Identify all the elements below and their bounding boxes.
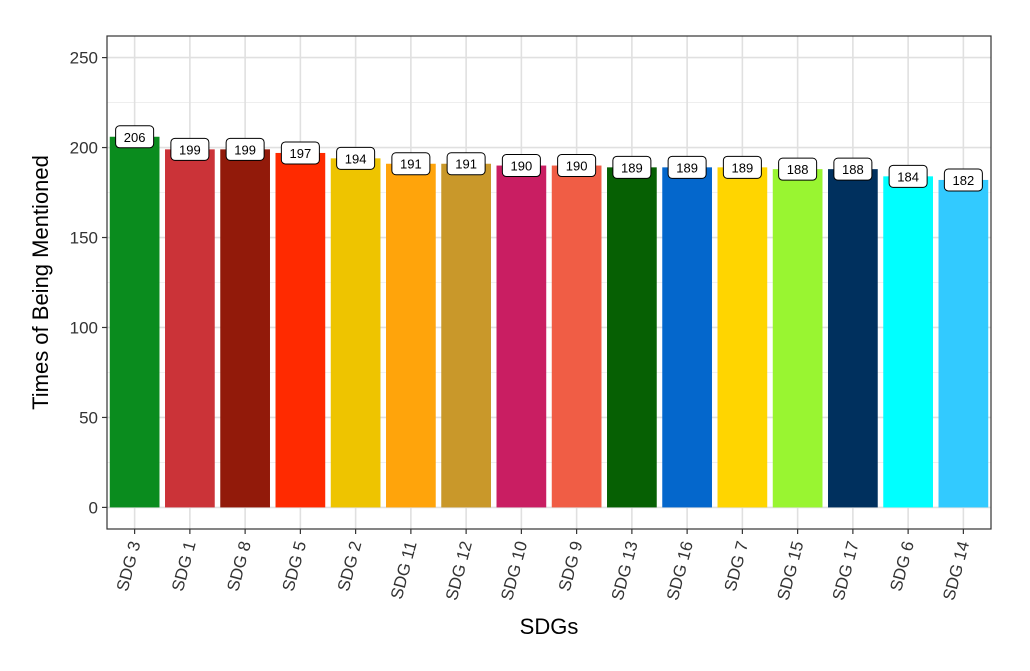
data-label: 190 bbox=[511, 159, 533, 174]
bar bbox=[275, 152, 326, 508]
data-label-box bbox=[612, 155, 652, 179]
bar bbox=[883, 176, 933, 508]
y-tick-label: 50 bbox=[79, 408, 98, 427]
data-label-box bbox=[888, 164, 928, 188]
data-label: 206 bbox=[124, 130, 146, 145]
data-label: 199 bbox=[179, 142, 201, 157]
bars-group bbox=[109, 136, 989, 508]
data-label-box bbox=[722, 155, 762, 179]
y-axis: 0 50 100 150 200 250 bbox=[70, 49, 107, 517]
bar bbox=[109, 136, 160, 508]
bar bbox=[828, 169, 878, 508]
bar bbox=[662, 167, 712, 508]
x-axis-title: SDGs bbox=[520, 614, 579, 639]
data-labels-group: 206 199 199 197 194 191 191 190 190 189 189 189 188 1… bbox=[115, 125, 983, 192]
data-label-box bbox=[170, 137, 210, 161]
data-label-box bbox=[225, 137, 265, 161]
y-tick-label: 100 bbox=[70, 318, 98, 337]
data-label: 191 bbox=[400, 157, 422, 172]
bar bbox=[607, 167, 657, 508]
plot-panel-border bbox=[106, 35, 992, 530]
bar bbox=[330, 158, 381, 508]
data-label: 182 bbox=[953, 173, 975, 188]
data-label: 189 bbox=[621, 160, 643, 175]
y-tick-label: 0 bbox=[89, 498, 98, 517]
bar bbox=[938, 179, 989, 508]
bar bbox=[772, 169, 823, 508]
data-label-box bbox=[557, 154, 597, 178]
data-label: 188 bbox=[787, 162, 809, 177]
bar bbox=[220, 149, 270, 508]
data-label: 197 bbox=[290, 146, 312, 161]
data-label: 194 bbox=[345, 151, 367, 166]
data-label-box bbox=[943, 168, 983, 192]
data-label-box bbox=[446, 152, 486, 176]
data-label-box bbox=[336, 146, 376, 170]
bar bbox=[496, 165, 547, 508]
data-label-box bbox=[667, 155, 707, 179]
bar bbox=[165, 149, 215, 508]
data-label-box bbox=[778, 157, 818, 181]
data-label: 190 bbox=[566, 159, 588, 174]
data-label: 191 bbox=[455, 157, 477, 172]
data-label-box bbox=[280, 141, 320, 165]
bar bbox=[551, 165, 602, 508]
bar bbox=[386, 163, 436, 508]
data-label-box bbox=[833, 157, 873, 181]
y-tick-label: 150 bbox=[70, 229, 98, 248]
bar bbox=[441, 163, 491, 508]
data-label-box bbox=[501, 154, 541, 178]
y-tick-label: 250 bbox=[70, 49, 98, 68]
data-label: 184 bbox=[897, 169, 919, 184]
y-axis-title: Times of Being Mentioned bbox=[28, 155, 53, 410]
data-label-box bbox=[115, 125, 155, 149]
data-label-box bbox=[391, 152, 431, 176]
y-tick-label: 200 bbox=[70, 139, 98, 158]
bar bbox=[717, 167, 768, 508]
data-label: 188 bbox=[842, 162, 864, 177]
data-label: 189 bbox=[676, 160, 698, 175]
data-label: 189 bbox=[732, 160, 754, 175]
data-label: 199 bbox=[234, 142, 256, 157]
